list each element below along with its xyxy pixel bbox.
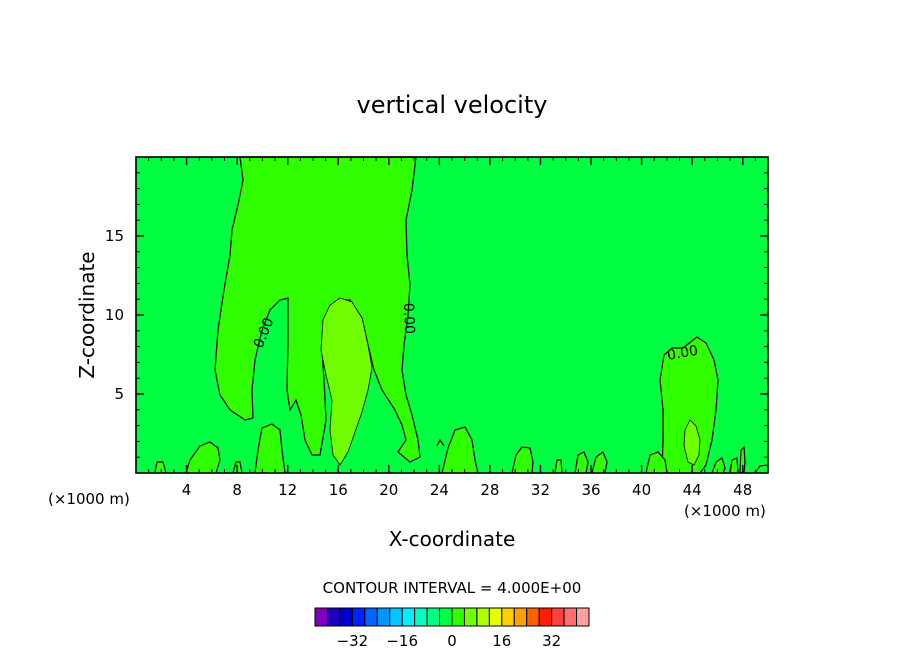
contour-interval-text: CONTOUR INTERVAL = 4.000E+00	[323, 579, 582, 597]
colorbar-tick-labels: −32 −16 0 16 32	[337, 632, 562, 650]
surface-cell	[645, 451, 668, 474]
colorbar-swatch	[451, 607, 465, 627]
surface-cell	[436, 438, 445, 447]
colorbar-tick-label: 32	[542, 632, 561, 650]
x-tick-label: 16	[329, 481, 348, 499]
y-axis-ticks: 5 10 15	[105, 172, 768, 458]
x-tick-label: 28	[480, 481, 499, 499]
colorbar-swatch	[476, 607, 490, 627]
colorbar-swatch	[314, 607, 328, 627]
x-unit-left: (×1000 m)	[48, 490, 130, 508]
colorbar-swatch	[513, 607, 528, 627]
surface-cell	[729, 457, 739, 474]
surface-cell	[185, 441, 221, 474]
colorbar-swatch	[488, 607, 503, 627]
colorbar	[314, 607, 590, 627]
near-surface-cells	[154, 423, 769, 474]
y-axis-label: Z-coordinate	[75, 251, 99, 378]
x-tick-label: 20	[379, 481, 398, 499]
colorbar-swatch	[463, 607, 478, 627]
surface-cell	[739, 445, 746, 474]
colorbar-tick-label: −16	[386, 632, 418, 650]
y-tick-label: 10	[105, 306, 124, 324]
x-tick-label: 44	[683, 481, 702, 499]
colorbar-tick-label: 16	[492, 632, 511, 650]
y-tick-label: 5	[114, 385, 124, 403]
colorbar-tick-label: −32	[337, 632, 369, 650]
y-tick-label: 15	[105, 227, 124, 245]
x-axis-label: X-coordinate	[389, 527, 516, 551]
colorbar-swatch	[551, 607, 565, 627]
surface-cell	[511, 446, 534, 474]
contour-region-center-max	[320, 297, 373, 466]
contour-region-positive-right	[659, 336, 719, 474]
chart-title: vertical velocity	[357, 91, 548, 119]
colorbar-swatch	[526, 607, 540, 627]
colorbar-swatch	[563, 607, 578, 627]
surface-cell	[591, 451, 608, 474]
x-tick-label: 4	[182, 481, 192, 499]
contour-label: 0.00	[666, 343, 699, 364]
colorbar-swatch	[326, 607, 341, 627]
surface-cell	[441, 426, 479, 474]
x-tick-label: 32	[531, 481, 550, 499]
colorbar-swatch	[364, 607, 378, 627]
colorbar-tick-label: 0	[447, 632, 457, 650]
x-unit-right: (×1000 m)	[684, 502, 766, 520]
surface-cell	[254, 423, 286, 474]
contour-label: 0.00	[400, 303, 417, 335]
plot-area: 0.00 0.00 0.00	[135, 156, 769, 474]
x-tick-label: 40	[632, 481, 651, 499]
colorbar-swatch	[351, 607, 366, 627]
colorbar-swatch	[389, 607, 403, 627]
x-tick-label: 24	[430, 481, 449, 499]
contour-region-right-max	[683, 419, 701, 466]
colorbar-swatch	[339, 607, 353, 627]
x-tick-label: 48	[733, 481, 752, 499]
colorbar-swatch	[576, 607, 590, 627]
colorbar-swatch	[501, 607, 515, 627]
x-tick-label: 12	[278, 481, 297, 499]
x-tick-label: 36	[581, 481, 600, 499]
surface-cell	[711, 457, 726, 474]
x-axis-ticks: 4 8 12 16 20 24 28 32 36 40 44 48	[148, 157, 756, 499]
colorbar-swatch	[376, 607, 391, 627]
x-tick-label: 8	[232, 481, 242, 499]
colorbar-swatch	[414, 607, 428, 627]
surface-cell	[154, 461, 167, 474]
surface-cell	[574, 451, 589, 474]
colorbar-swatch	[538, 607, 553, 627]
colorbar-swatch	[439, 607, 453, 627]
colorbar-swatch	[426, 607, 441, 627]
contour-region-positive-left	[214, 156, 421, 463]
surface-cell	[754, 464, 769, 474]
colorbar-swatch	[401, 607, 416, 627]
surface-cell	[554, 459, 563, 474]
